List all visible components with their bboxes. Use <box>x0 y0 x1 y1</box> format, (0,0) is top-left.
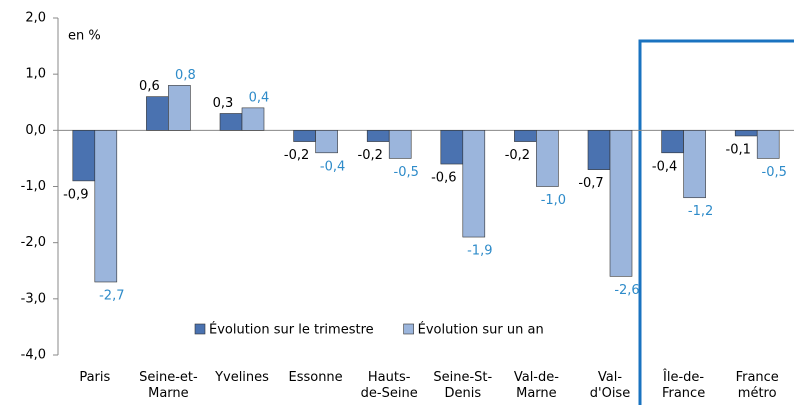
bar <box>462 130 486 238</box>
value-label: -0,2 <box>284 148 309 163</box>
value-label: -0,2 <box>505 148 530 163</box>
value-label: -0,1 <box>726 142 751 157</box>
value-label: -0,5 <box>762 165 787 180</box>
bar <box>168 85 191 131</box>
y-tick-label: 2,0 <box>25 11 46 26</box>
x-tick-label: Seine-St- Denis <box>433 370 493 401</box>
value-label: -0,6 <box>431 171 456 186</box>
bar <box>609 130 633 277</box>
x-tick-label: Île-de- France <box>661 370 706 401</box>
value-label: -0,5 <box>394 165 419 180</box>
y-tick-label: 0,0 <box>25 123 46 138</box>
value-label: -0,4 <box>320 159 345 174</box>
x-tick-label: Hauts- de-Seine <box>360 370 418 401</box>
value-label: -0,9 <box>63 187 88 202</box>
y-tick-label: -4,0 <box>21 348 46 363</box>
bar <box>366 130 390 142</box>
bar <box>661 130 684 154</box>
x-tick-label: France métro <box>735 370 779 401</box>
bar <box>94 130 118 283</box>
value-label: -1,2 <box>688 204 713 219</box>
x-tick-label: Yvelines <box>215 370 269 385</box>
legend-label: Évolution sur le trimestre <box>209 322 374 338</box>
annotation: en % <box>68 29 101 44</box>
value-label: -0,4 <box>652 159 677 174</box>
value-label: 0,4 <box>249 90 270 105</box>
value-label: -1,0 <box>541 193 566 208</box>
legend-label: Évolution sur un an <box>418 322 544 338</box>
bar <box>388 130 412 159</box>
x-tick-label: Val-de- Marne <box>513 370 559 401</box>
y-tick-label: -3,0 <box>21 291 46 306</box>
x-tick-label: Essonne <box>288 370 343 385</box>
bar <box>146 96 169 131</box>
value-label: 0,6 <box>139 79 160 94</box>
value-label: 0,8 <box>175 68 196 83</box>
bar <box>219 113 243 131</box>
legend-swatch <box>194 323 206 335</box>
value-label: -2,6 <box>614 283 639 298</box>
bar <box>440 130 464 165</box>
bar <box>72 130 96 182</box>
x-tick-label: Paris <box>79 370 111 385</box>
bar <box>587 130 611 170</box>
bar <box>756 130 780 159</box>
bar <box>514 130 537 142</box>
bar <box>683 130 706 199</box>
value-label: -2,7 <box>99 288 124 303</box>
y-tick-label: -1,0 <box>21 179 46 194</box>
value-label: -0,2 <box>358 148 383 163</box>
bar <box>315 130 338 154</box>
bar <box>734 130 758 137</box>
bar <box>241 107 265 131</box>
value-label: -1,9 <box>467 244 492 259</box>
value-label: 0,3 <box>213 96 234 111</box>
y-tick-label: -2,0 <box>21 235 46 250</box>
separator <box>638 39 794 405</box>
x-tick-label: Val- d'Oise <box>589 370 631 401</box>
x-tick-label: Seine-et- Marne <box>139 370 198 401</box>
value-label: -0,7 <box>578 176 603 191</box>
bar <box>536 130 559 187</box>
legend-swatch <box>403 323 414 335</box>
bar <box>293 130 316 142</box>
y-tick-label: 1,0 <box>25 67 46 82</box>
